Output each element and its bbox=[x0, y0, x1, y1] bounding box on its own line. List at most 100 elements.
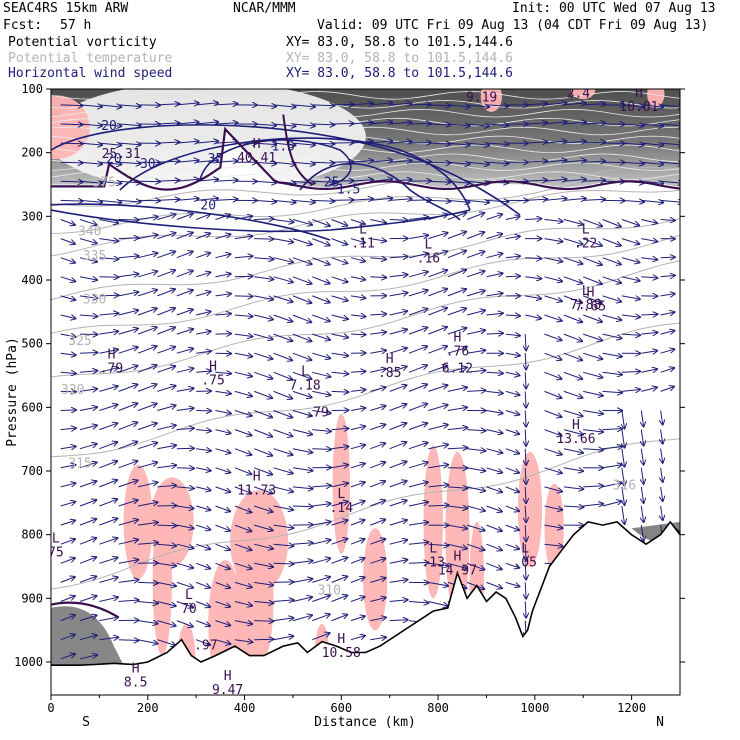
wind-vector bbox=[312, 595, 330, 602]
wind-vector bbox=[408, 104, 431, 105]
wind-vector bbox=[389, 560, 408, 564]
wind-vector bbox=[428, 505, 448, 506]
wind-vector bbox=[176, 233, 193, 240]
wind-vector bbox=[118, 274, 139, 277]
wind-vector bbox=[312, 181, 334, 182]
wind-vector bbox=[428, 181, 450, 182]
wind-vector bbox=[621, 296, 640, 299]
wind-vector bbox=[525, 123, 547, 124]
contour-labels: 20 20 20 25 30 35 1.5 1.5 375 340 335 330 325 320 315 3… bbox=[61, 119, 636, 599]
wind-vector bbox=[292, 448, 312, 453]
wind-vector bbox=[641, 143, 663, 145]
wind-vector bbox=[176, 428, 194, 429]
wind-vector bbox=[118, 105, 141, 107]
theta-line-upper bbox=[51, 108, 680, 118]
wind-vector bbox=[60, 558, 75, 564]
wind-vector bbox=[312, 276, 329, 284]
theta-label: 375 bbox=[92, 176, 115, 191]
wind-vector bbox=[447, 124, 470, 126]
wind-vector bbox=[176, 525, 194, 528]
wind-vector bbox=[254, 258, 273, 260]
wind-vector bbox=[447, 162, 470, 164]
wind-vector bbox=[60, 162, 83, 163]
wind-vector bbox=[273, 257, 293, 263]
wind-vector bbox=[563, 219, 583, 225]
wind-vector bbox=[408, 542, 428, 544]
wind-vector bbox=[312, 449, 331, 450]
isotach-line bbox=[119, 137, 471, 211]
wind-vector bbox=[428, 485, 448, 487]
wind-vector bbox=[273, 143, 296, 145]
extremum-value: 13.66 bbox=[556, 432, 595, 447]
wind-vector bbox=[99, 105, 121, 107]
wind-vector bbox=[544, 141, 567, 143]
wind-vector bbox=[544, 448, 562, 455]
wind-vector bbox=[273, 410, 293, 418]
wind-vector bbox=[215, 180, 238, 181]
wind-vector bbox=[447, 562, 467, 568]
wind-vector bbox=[447, 232, 466, 240]
wind-vector bbox=[583, 295, 602, 303]
wind-vector bbox=[60, 334, 76, 337]
wind-vector bbox=[602, 219, 621, 227]
wind-vector bbox=[544, 352, 562, 360]
wind-vector bbox=[215, 505, 231, 511]
wind-vector bbox=[273, 448, 293, 455]
wind-vector bbox=[660, 349, 675, 354]
extremum-value: .97 bbox=[194, 638, 217, 653]
wind-vector bbox=[602, 465, 622, 468]
wind-vector bbox=[641, 525, 643, 541]
wind-vector bbox=[254, 562, 273, 567]
wind-vector bbox=[196, 371, 211, 372]
wind-vector bbox=[254, 621, 273, 622]
wind-vector bbox=[79, 105, 102, 107]
pv-contour-surface bbox=[51, 601, 120, 619]
wind-vector bbox=[331, 520, 348, 526]
wind-vector bbox=[525, 544, 526, 560]
wind-vector bbox=[660, 105, 680, 107]
theta-line bbox=[51, 217, 680, 301]
wind-vector bbox=[408, 462, 428, 469]
wind-vector bbox=[544, 505, 563, 510]
wind-vector bbox=[660, 220, 675, 221]
wind-vector bbox=[99, 405, 117, 411]
wind-vector bbox=[408, 124, 431, 125]
wind-vector bbox=[389, 500, 407, 507]
wind-vector bbox=[60, 181, 83, 182]
wind-vector bbox=[389, 462, 407, 469]
wind-vector bbox=[621, 200, 644, 202]
wind-vector bbox=[176, 487, 194, 489]
wind-vector bbox=[621, 124, 644, 126]
wind-vector bbox=[641, 486, 643, 503]
wind-vector bbox=[331, 353, 349, 356]
moist-region bbox=[363, 528, 388, 631]
wind-vector bbox=[660, 124, 680, 126]
wind-vector bbox=[331, 558, 348, 564]
wind-vector bbox=[486, 254, 503, 259]
wind-vector bbox=[331, 428, 349, 429]
wind-vector bbox=[157, 445, 176, 450]
valid-time: Valid: 09 UTC Fri 09 Aug 13 (04 CDT Fri … bbox=[317, 18, 709, 33]
wind-vector bbox=[563, 506, 584, 507]
wind-vector bbox=[447, 407, 467, 410]
wind-vector bbox=[525, 429, 526, 446]
extremum-value: .05 bbox=[513, 556, 536, 571]
wind-vector bbox=[292, 410, 312, 417]
wind-vector bbox=[234, 429, 252, 436]
extremum-value: 70 bbox=[181, 602, 197, 617]
wind-vector bbox=[60, 105, 83, 106]
wind-vector bbox=[254, 314, 273, 320]
wind-vector bbox=[408, 443, 428, 450]
wind-vector bbox=[176, 122, 199, 124]
wind-vector bbox=[350, 219, 365, 225]
forecast-hour-label: Fcst: bbox=[3, 18, 43, 33]
wind-vector bbox=[370, 141, 392, 143]
wind-vector bbox=[234, 353, 252, 356]
wind-vector bbox=[350, 122, 373, 124]
wind-vector bbox=[428, 143, 450, 144]
wind-vector bbox=[408, 143, 431, 144]
wind-vector bbox=[505, 236, 520, 238]
wind-vector bbox=[331, 200, 354, 201]
wind-vector bbox=[563, 238, 583, 245]
wind-vector bbox=[486, 143, 509, 144]
